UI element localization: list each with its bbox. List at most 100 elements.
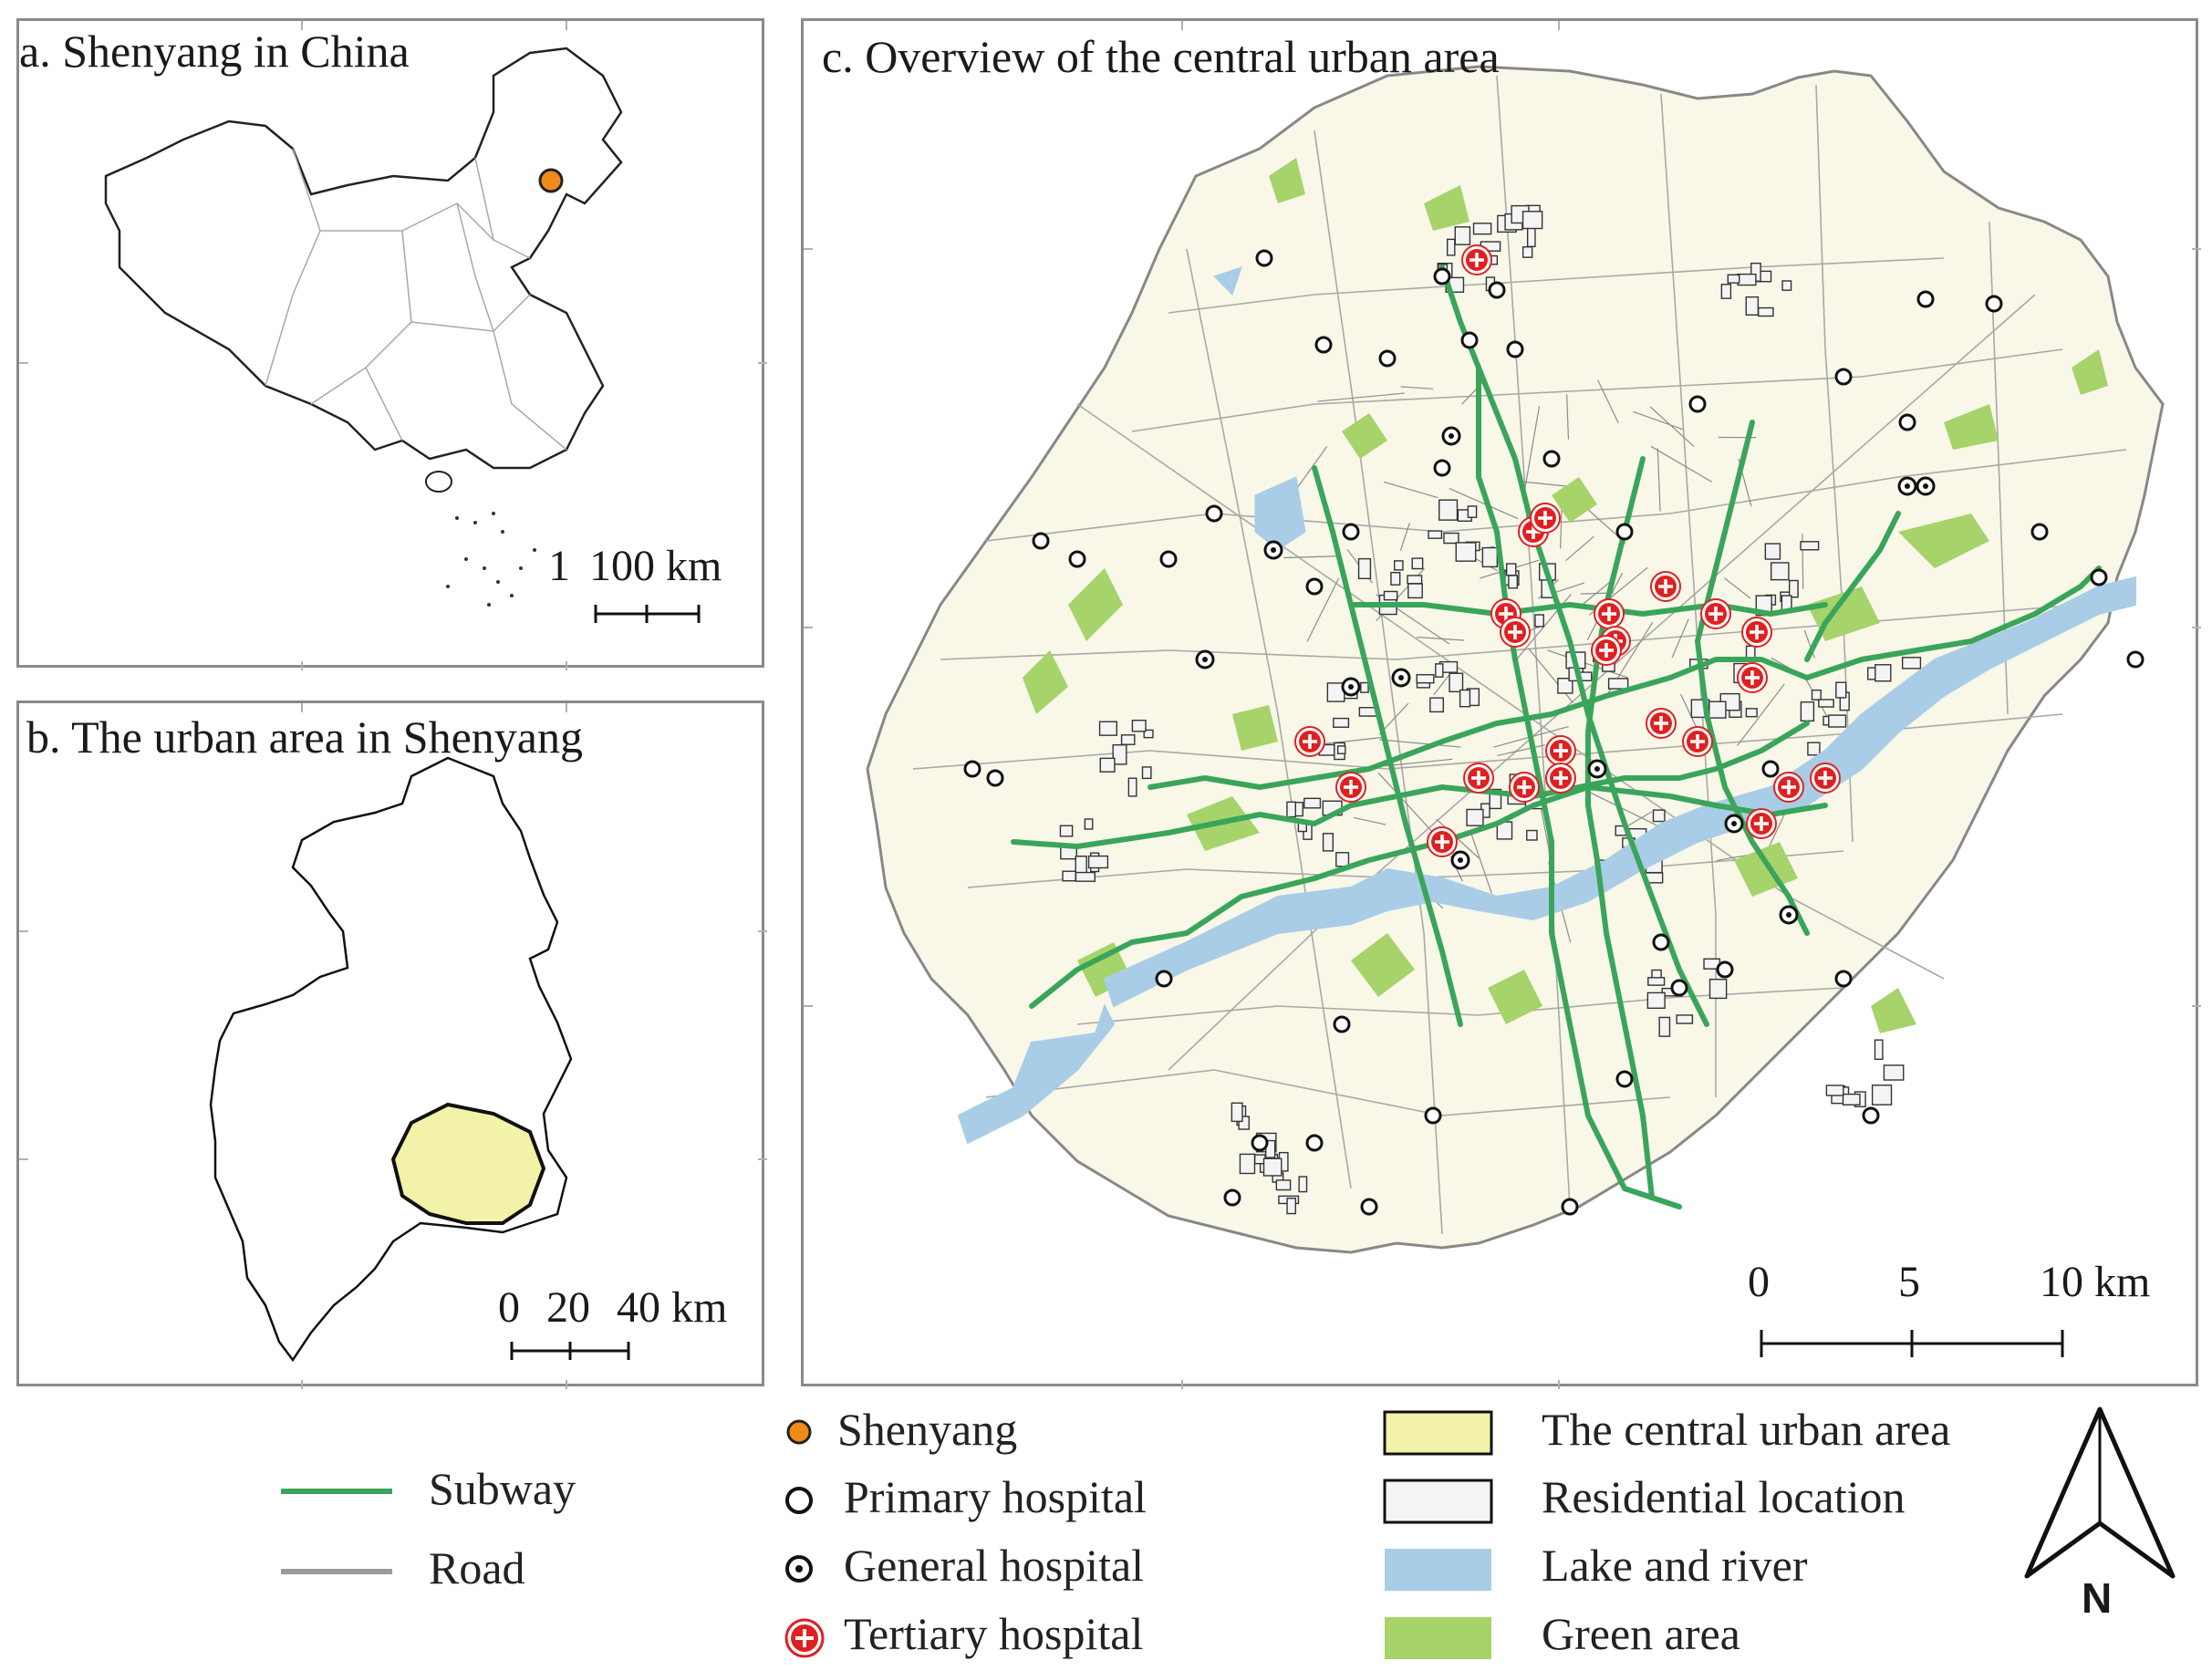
china-outline [104,47,623,470]
legend-road-label: Road [429,1542,525,1593]
tertiary-hospital-marker [1545,763,1576,794]
primary-hospital-marker [1761,760,1780,778]
legend-water-swatch [1385,1549,1491,1591]
legend-central-label: The central urban area [1542,1404,1951,1455]
tertiary-hospital-marker [1773,772,1804,803]
primary-hospital-marker [1716,960,1734,979]
panel-a-title: a. Shenyang in China [19,26,410,77]
tertiary-hospital-marker [1746,808,1777,839]
roads [912,75,2127,1235]
tertiary-hospital-marker [1335,772,1366,803]
primary-hospital-marker [1032,532,1050,550]
tertiary-hospital-marker [1461,244,1492,275]
legend-general-dot [795,1565,803,1572]
primary-hospital-marker [963,760,981,778]
legend-primary-label: Primary hospital [844,1471,1147,1522]
primary-hospital-marker [1305,1134,1324,1152]
general-hospital-marker [1587,759,1607,779]
legend-tertiary-swatch [784,1618,825,1658]
primary-hospital-marker [1862,1106,1880,1125]
tertiary-hospital-marker [1294,726,1325,757]
primary-hospital-marker [1433,267,1451,285]
tertiary-hospital-marker [1545,735,1576,766]
central-area-outline [390,1102,546,1225]
tertiary-hospital-marker [1463,763,1494,794]
primary-hospital-marker [1314,336,1333,354]
tertiary-hospital-marker [1700,598,1731,629]
legend-green-label: Green area [1542,1608,1740,1659]
panel-shenyang: b. The urban area in Shenyang 0 20 40 km [16,701,767,1389]
scale-label-b-1: 0 [498,1283,520,1332]
primary-hospital-marker [1205,504,1223,523]
legend-subway-label: Subway [429,1463,576,1514]
panel-central-urban: c. Overview of the central urban area 0 … [801,18,2201,1389]
legend-shenyang-label: Shenyang [837,1404,1018,1455]
tertiary-hospital-marker [1741,617,1772,648]
primary-hospital-marker [1342,523,1360,541]
general-hospital-marker [1450,850,1470,870]
general-hospital-marker [1195,649,1215,669]
primary-hospital-marker [1506,340,1524,358]
scale-label-c-3: 10 km [2040,1258,2151,1306]
central-urban-map [804,21,2201,1389]
north-arrow-icon [2024,1406,2176,1579]
panel-c-title: c. Overview of the central urban area [822,31,1500,82]
tertiary-hospital-marker [1650,571,1681,602]
legend-primary-swatch [785,1487,813,1514]
tertiary-hospital-marker [1737,662,1768,693]
primary-hospital-marker [2126,650,2144,669]
primary-hospital-marker [2090,568,2108,586]
scale-bar-c [1760,1330,2064,1357]
scale-label-a-1: 1 [548,542,570,590]
primary-hospital-marker [1333,1015,1351,1033]
panel-china: a. Shenyang in China 1 100 km [16,18,767,670]
primary-hospital-marker [1670,979,1688,997]
tertiary-hospital-marker [1530,503,1561,534]
water [957,266,2136,1145]
shenyang-outline [209,756,573,1363]
primary-hospital-marker [1615,1070,1634,1088]
legend-green-swatch [1385,1617,1491,1659]
general-hospital-marker [1916,476,1936,496]
primary-hospital-marker [1985,295,2003,313]
primary-hospital-marker [1460,331,1479,349]
primary-hospital-marker [1378,349,1397,368]
shenyang-marker [538,168,564,193]
legend-central-swatch [1383,1410,1493,1456]
primary-hospital-marker [1433,459,1451,477]
primary-hospital-marker [1898,413,1916,431]
primary-hospital-marker [1159,550,1178,568]
primary-hospital-marker [1155,970,1173,988]
primary-hospital-marker [1688,395,1707,413]
scale-label-b-3: 40 km [617,1283,728,1332]
primary-hospital-marker [1615,523,1634,541]
legend-water-label: Lake and river [1542,1540,1808,1591]
scale-bar-a [594,605,701,623]
scale-label-a-2: 100 km [589,542,722,590]
legend-tertiary-label: Tertiary hospital [844,1608,1144,1659]
tertiary-hospital-marker [1591,635,1622,666]
tertiary-hospital-marker [1594,598,1625,629]
general-hospital-marker [1897,476,1917,496]
scale-label-b-2: 20 [546,1283,590,1332]
primary-hospital-marker [1488,281,1506,299]
primary-hospital-marker [1424,1106,1442,1125]
general-hospital-marker [1341,677,1361,697]
shenyang-map [19,703,767,1389]
primary-hospital-marker [1542,450,1561,468]
primary-hospital-marker [1834,970,1853,988]
primary-hospital-marker [1360,1198,1378,1216]
legend-residential-label: Residential location [1542,1471,1906,1522]
primary-hospital-marker [1068,550,1086,568]
general-hospital-marker [1263,540,1283,560]
primary-hospital-marker [986,769,1004,787]
legend-general-swatch [785,1555,813,1583]
primary-hospital-marker [1561,1198,1579,1216]
general-hospital-marker [1724,814,1744,834]
tertiary-hospital-marker [1810,763,1841,794]
north-arrow-label: N [2082,1574,2113,1622]
legend-shenyang-swatch [786,1419,812,1445]
primary-hospital-marker [1305,577,1324,596]
primary-hospital-marker [1916,290,1935,308]
tertiary-hospital-marker [1509,772,1540,803]
